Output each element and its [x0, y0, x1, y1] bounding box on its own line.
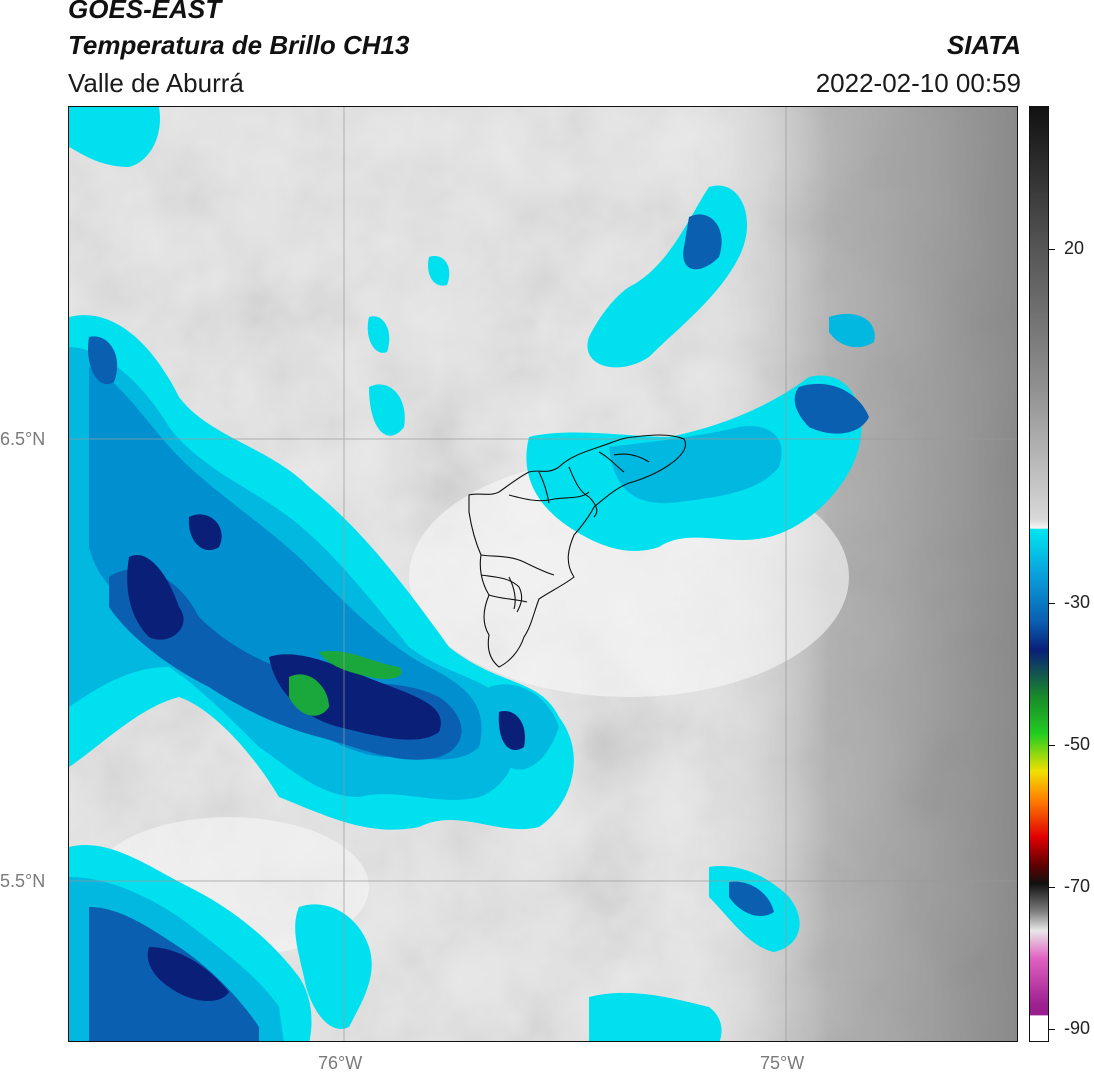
colorbar-tick — [1049, 603, 1055, 604]
colorbar-tick — [1049, 745, 1055, 746]
map-canvas — [69, 107, 1017, 1041]
region-label: Valle de Aburrá — [68, 68, 244, 98]
colorbar-label-minus90: -90 — [1064, 1018, 1091, 1038]
lat-label-6-5: 6.5°N — [0, 429, 46, 449]
colorbar-label-minus70: -70 — [1064, 876, 1091, 896]
colorbar-label-minus30: -30 — [1064, 592, 1091, 612]
lat-label-5-5: 5.5°N — [0, 871, 46, 891]
colorbar-tick — [1049, 249, 1055, 250]
colorbar — [1029, 106, 1049, 1042]
colorbar-label-20: 20 — [1064, 238, 1085, 258]
cloud-cluster-west — [69, 315, 574, 1041]
lon-label-75: 75°W — [760, 1053, 805, 1073]
datetime-label: 2022-02-10 00:59 — [815, 68, 1021, 98]
agency-label: SIATA — [946, 30, 1021, 60]
graticule — [69, 107, 1017, 1041]
valley-boundaries — [468, 434, 687, 668]
lon-label-76: 76°W — [318, 1053, 363, 1073]
satellite-title: GOES-EAST — [68, 0, 222, 24]
colorbar-tick — [1049, 1029, 1055, 1030]
cloud-patches — [69, 107, 800, 1041]
colorbar-gradient — [1030, 107, 1048, 1041]
colorbar-tick — [1049, 887, 1055, 888]
colorbar-label-minus50: -50 — [1064, 734, 1091, 754]
cloud-band-center — [526, 185, 875, 551]
satellite-map — [68, 106, 1018, 1042]
product-title: Temperatura de Brillo CH13 — [68, 30, 410, 60]
